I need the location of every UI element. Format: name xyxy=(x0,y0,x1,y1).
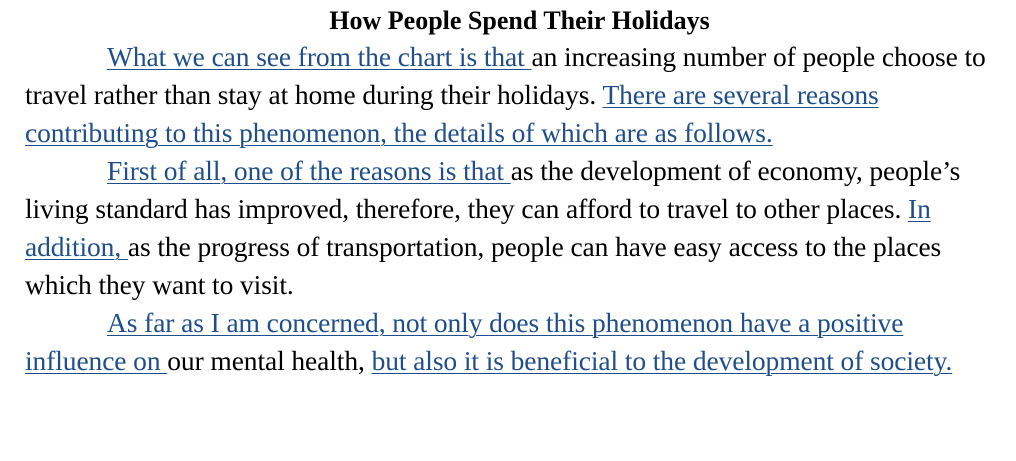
phrase-text: as the progress of transportation, peopl… xyxy=(25,231,942,300)
phrase-highlight: As far as I am concerned, not only does … xyxy=(25,307,904,376)
phrase-highlight: First of all, one of the reasons is that xyxy=(107,155,511,186)
phrase-text: as the development of economy, people’s … xyxy=(25,155,961,224)
phrase-highlight: What we can see from the chart is that xyxy=(107,41,532,72)
document-title: How People Spend Their Holidays xyxy=(329,6,710,35)
phrase-highlight: There are several reasons contributing t… xyxy=(25,79,879,148)
phrase-highlight: In addition, xyxy=(25,193,931,262)
phrase-highlight: but also it is beneficial to the develop… xyxy=(371,345,953,376)
paragraph-2: First of all, one of the reasons is that… xyxy=(25,152,1002,304)
phrase-text: an increasing number of people choose to… xyxy=(25,41,986,110)
paragraph-3: As far as I am concerned, not only does … xyxy=(25,304,1002,380)
paragraph-1: What we can see from the chart is that a… xyxy=(25,38,1002,152)
phrase-text: our mental health, xyxy=(167,345,372,376)
